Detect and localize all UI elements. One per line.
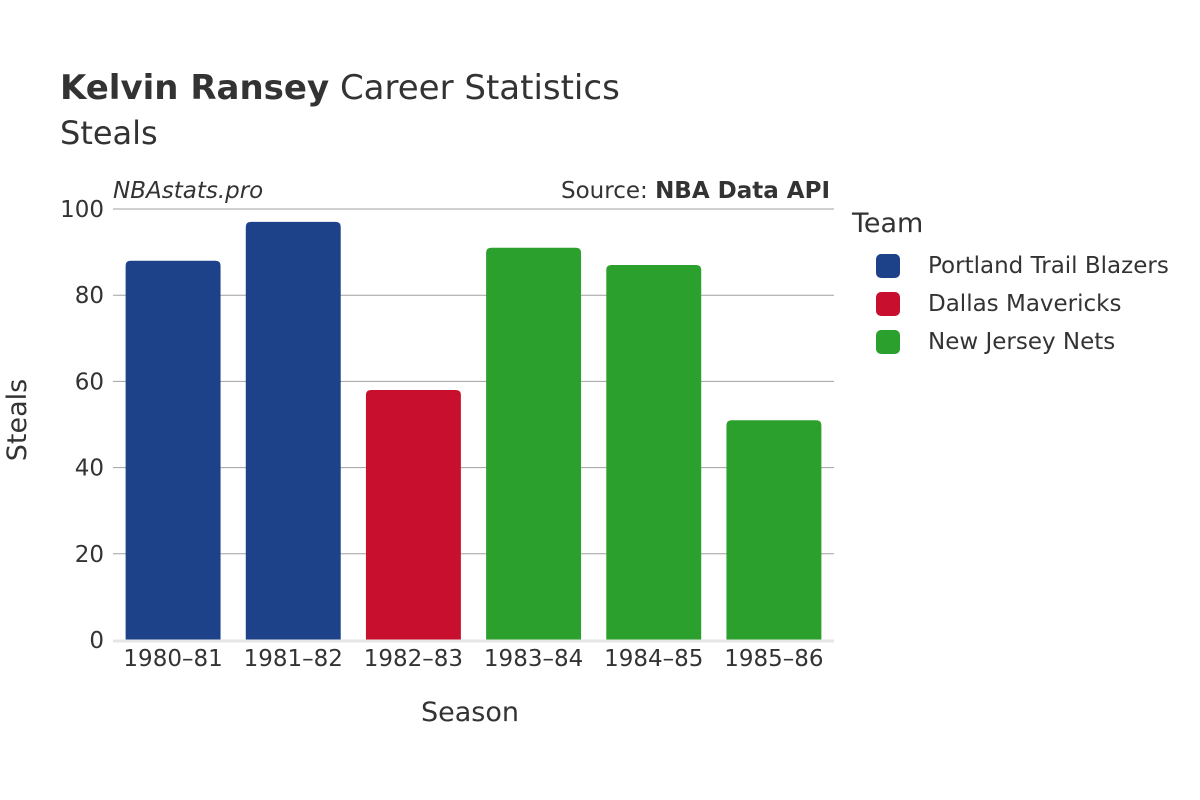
y-tick-label: 20 <box>75 542 104 568</box>
legend-item[interactable]: Dallas Mavericks <box>852 285 1169 323</box>
bar[interactable] <box>125 260 221 640</box>
chart-title: Kelvin Ransey Career Statistics <box>60 68 620 108</box>
y-tick-label: 100 <box>60 197 104 223</box>
player-name: Kelvin Ransey <box>60 68 330 108</box>
source-name: NBA Data API <box>655 178 830 204</box>
axes: 0 20 40 60 80 100 1980–81 1981–82 1982–83 1983–84… <box>60 197 834 672</box>
legend-label: Portland Trail Blazers <box>928 253 1169 279</box>
legend-title: Team <box>852 208 924 239</box>
x-tick-label: 1981–82 <box>244 646 343 672</box>
bar[interactable] <box>245 221 341 640</box>
legend-item[interactable]: New Jersey Nets <box>852 323 1169 361</box>
bar[interactable] <box>365 390 461 640</box>
legend-label: Dallas Mavericks <box>928 291 1122 317</box>
bar[interactable] <box>726 420 822 640</box>
x-tick-label: 1980–81 <box>123 646 222 672</box>
y-tick-label: 60 <box>75 369 104 395</box>
legend-swatch <box>876 292 900 316</box>
bars <box>125 221 822 641</box>
legend-swatch <box>876 330 900 354</box>
bar[interactable] <box>486 247 582 641</box>
x-tick-label: 1984–85 <box>604 646 703 672</box>
x-tick-label: 1983–84 <box>484 646 583 672</box>
source-prefix: Source: <box>561 178 656 204</box>
chart-subtitle: Steals <box>60 114 158 152</box>
bar[interactable] <box>606 265 702 640</box>
legend-swatch <box>876 254 900 278</box>
source-credit: Source: NBA Data API <box>561 178 830 204</box>
x-tick-label: 1985–86 <box>724 646 823 672</box>
legend: Team Portland Trail Blazers Dallas Maveri… <box>852 208 1169 361</box>
legend-item[interactable]: Portland Trail Blazers <box>852 247 1169 285</box>
y-axis-title: Steals <box>2 379 33 461</box>
y-tick-label: 40 <box>75 456 104 482</box>
brand-watermark: NBAstats.pro <box>113 178 264 204</box>
x-tick-label: 1982–83 <box>364 646 463 672</box>
y-tick-label: 80 <box>75 283 104 309</box>
legend-items: Portland Trail Blazers Dallas Mavericks Ne… <box>852 247 1169 361</box>
title-rest: Career Statistics <box>339 68 620 108</box>
x-axis-title: Season <box>421 697 519 728</box>
gridlines <box>113 208 834 555</box>
y-tick-label: 0 <box>89 628 104 654</box>
legend-label: New Jersey Nets <box>928 329 1116 355</box>
